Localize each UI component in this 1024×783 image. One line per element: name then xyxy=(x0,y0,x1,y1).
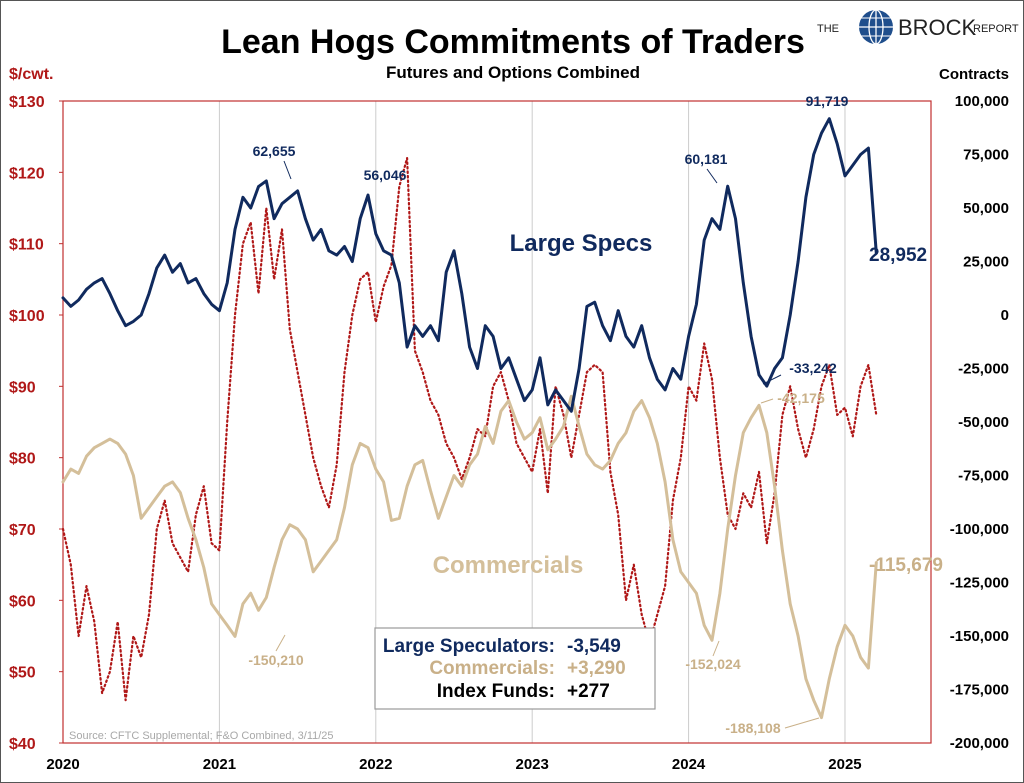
right-tick-label: 0 xyxy=(1001,307,1009,324)
left-axis-ticks: $130 $120 $110 $100 $90 $80 $70 $60 $50 $40 xyxy=(9,94,63,753)
right-tick-label: 100,000 xyxy=(955,93,1009,110)
annotation-comm-2024-low: -152,024 xyxy=(685,656,740,672)
commercials-label: Commercials xyxy=(433,552,584,579)
logo-report: REPORT xyxy=(973,23,1019,35)
right-tick-label: -150,000 xyxy=(950,628,1009,645)
series-layer xyxy=(61,117,878,720)
right-tick-label: -25,000 xyxy=(958,361,1009,378)
change-value-large-specs: -3,549 xyxy=(567,636,621,657)
chart-title: Lean Hogs Commitments of Traders xyxy=(221,23,805,61)
left-tick-label: $40 xyxy=(9,736,36,753)
series-line-lean-hog-price xyxy=(61,157,878,702)
x-tick-label: 2021 xyxy=(203,756,236,773)
right-tick-label: -100,000 xyxy=(950,521,1009,538)
left-tick-label: $80 xyxy=(9,451,36,468)
series-line-commercials xyxy=(61,394,878,720)
change-value-commercials: +3,290 xyxy=(567,658,626,679)
large-specs-label: Large Specs xyxy=(510,230,653,257)
right-tick-label: -75,000 xyxy=(958,468,1009,485)
left-tick-label: $110 xyxy=(9,237,44,254)
right-axis-ticks: 100,000 75,000 50,000 25,000 0 -25,000 -50,000… xyxy=(950,93,1009,752)
right-tick-label: -125,000 xyxy=(950,575,1009,592)
left-tick-label: $70 xyxy=(9,522,36,539)
annotation-specs-2024-peak: 60,181 xyxy=(685,151,728,167)
left-tick-label: $130 xyxy=(9,94,45,111)
right-tick-label: -200,000 xyxy=(950,735,1009,752)
right-tick-label: 25,000 xyxy=(963,254,1009,271)
logo-brock: BROCK xyxy=(898,15,977,40)
globe-icon xyxy=(859,9,893,45)
right-tick-label: 75,000 xyxy=(963,147,1009,164)
change-label-commercials: Commercials: xyxy=(429,658,555,679)
right-axis-unit: Contracts xyxy=(939,66,1009,83)
annotation-comm-2025-low: -188,108 xyxy=(725,720,780,736)
chart-subtitle: Futures and Options Combined xyxy=(386,63,640,82)
left-tick-label: $60 xyxy=(9,593,36,610)
x-tick-label: 2020 xyxy=(46,756,79,773)
annotation-specs-2022-peak: 56,046 xyxy=(364,167,407,183)
x-tick-label: 2025 xyxy=(828,756,861,773)
commercials-end-value: -115,679 xyxy=(869,555,943,576)
right-tick-label: -175,000 xyxy=(950,682,1009,699)
logo-the: THE xyxy=(817,23,839,35)
x-tick-label: 2023 xyxy=(516,756,549,773)
x-tick-label: 2024 xyxy=(672,756,706,773)
left-axis-unit: $/cwt. xyxy=(9,66,53,83)
annotation-specs-2024-low: -33,242 xyxy=(789,360,837,376)
series-line-large-specs xyxy=(61,117,878,413)
annotation-comm-2021-low: -150,210 xyxy=(248,652,303,668)
left-tick-label: $90 xyxy=(9,379,36,396)
x-axis-ticks: 2020 2021 2022 2023 2024 2025 xyxy=(46,756,861,773)
left-tick-label: $50 xyxy=(9,665,36,682)
change-value-index-funds: +277 xyxy=(567,681,610,702)
left-tick-label: $100 xyxy=(9,308,45,325)
right-tick-label: 50,000 xyxy=(963,200,1009,217)
left-tick-label: $120 xyxy=(9,165,45,182)
annotation-specs-2025-peak: 91,719 xyxy=(806,93,849,109)
plot-border xyxy=(62,100,932,744)
source-note: Source: CFTC Supplemental; F&O Combined,… xyxy=(69,730,334,742)
annotation-comm-2024-high: -42,175 xyxy=(777,390,825,406)
change-label-index-funds: Index Funds: xyxy=(437,681,555,702)
annotation-specs-2021-peak: 62,655 xyxy=(253,143,296,159)
right-tick-label: -50,000 xyxy=(958,414,1009,431)
weekly-changes-box: Large Speculators: -3,549 Commercials: +… xyxy=(374,627,656,710)
x-tick-label: 2022 xyxy=(359,756,392,773)
specs-end-value: 28,952 xyxy=(869,245,927,266)
brock-report-logo: THE BROCK REPORT xyxy=(817,9,1019,45)
change-label-large-specs: Large Speculators: xyxy=(383,636,555,657)
